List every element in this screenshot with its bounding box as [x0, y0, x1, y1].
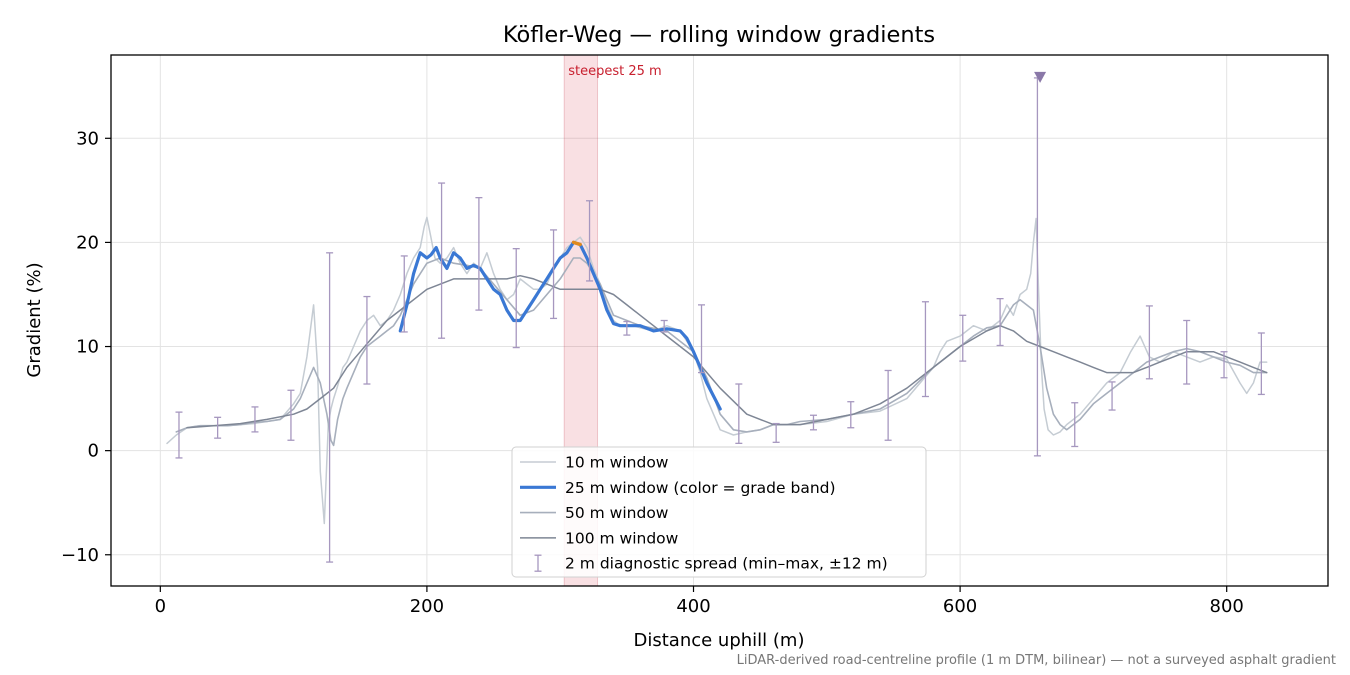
- legend-label: 50 m window: [565, 504, 669, 522]
- plot-frame: [110, 54, 1329, 587]
- series-lines: [166, 216, 1268, 525]
- errorbar: [959, 314, 967, 362]
- errorbar: [1071, 402, 1079, 448]
- legend-label: 2 m diagnostic spread (min–max, ±12 m): [565, 555, 888, 573]
- errorbar: [175, 411, 183, 459]
- errorbar: [623, 320, 631, 336]
- x-axis-label: Distance uphill (m): [634, 630, 805, 651]
- legend-label: 100 m window: [565, 529, 679, 547]
- x-tick-label: 400: [676, 596, 710, 617]
- errorbar: [287, 389, 295, 441]
- errorbars: [175, 77, 1265, 563]
- steepest-label: steepest 25 m: [568, 64, 661, 79]
- errorbar: [1183, 319, 1191, 385]
- errorbar: [772, 422, 780, 443]
- errorbar: [400, 255, 408, 333]
- errorbar: [1257, 332, 1265, 396]
- x-tick-label: 200: [410, 596, 444, 617]
- x-tick-label: 600: [943, 596, 977, 617]
- chart-title: Köfler-Weg — rolling window gradients: [503, 22, 935, 48]
- legend-label: 10 m window: [565, 454, 669, 472]
- errorbar: [438, 182, 446, 339]
- errorbar: [1145, 305, 1153, 380]
- errorbar: [512, 248, 520, 349]
- errorbar: [1220, 351, 1228, 379]
- errorbar: [363, 295, 371, 385]
- x-tick-label: 800: [1210, 596, 1244, 617]
- errorbar: [1108, 381, 1116, 411]
- errorbar: [550, 229, 558, 320]
- footnote: LiDAR-derived road-centreline profile (1…: [737, 653, 1336, 668]
- y-axis-label: Gradient (%): [24, 262, 45, 377]
- series-line-3: [186, 274, 1268, 429]
- errorbar: [847, 401, 855, 429]
- series-line-1: [398, 240, 722, 411]
- peak-marker: [1034, 71, 1047, 83]
- legend-box: [511, 446, 927, 578]
- y-tick-label: 0: [88, 441, 99, 462]
- legend: 10 m window 25 m window (color = grade ba…: [511, 446, 927, 578]
- errorbar: [660, 319, 668, 333]
- series-line-0: [166, 216, 1268, 525]
- y-tick-label: 10: [76, 337, 99, 358]
- steep-highlight: [571, 240, 582, 247]
- errorbar: [251, 406, 259, 433]
- x-tick-label: 0: [155, 596, 166, 617]
- y-tick-label: 30: [76, 128, 99, 149]
- errorbar: [809, 414, 817, 431]
- errorbar: [735, 383, 743, 445]
- errorbar: [214, 416, 222, 439]
- series-line-2: [175, 257, 1268, 447]
- legend-label: 25 m window (color = grade band): [565, 479, 836, 497]
- errorbar: [1033, 77, 1041, 457]
- axis-ticks: 0 200 400 600 800 −10 0 10 20 30: [61, 128, 1244, 617]
- errorbar: [698, 304, 706, 374]
- peak-marker-triangle: [1034, 71, 1047, 83]
- errorbar: [326, 252, 334, 563]
- errorbar: [586, 200, 594, 282]
- errorbar: [996, 297, 1004, 347]
- errorbar: [475, 196, 483, 311]
- errorbar: [884, 369, 892, 441]
- y-tick-label: −10: [61, 545, 99, 566]
- errorbar: [921, 301, 929, 398]
- y-tick-label: 20: [76, 232, 99, 253]
